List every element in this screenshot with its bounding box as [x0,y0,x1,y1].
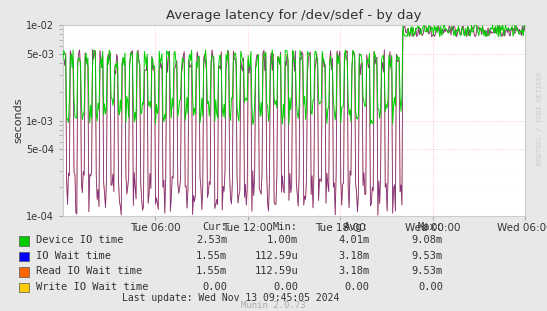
Y-axis label: seconds: seconds [13,98,23,143]
Text: 9.53m: 9.53m [412,266,443,276]
Text: Avg:: Avg: [344,222,369,232]
Text: IO Wait time: IO Wait time [36,251,110,261]
Text: Device IO time: Device IO time [36,235,123,245]
Text: Munin 2.0.73: Munin 2.0.73 [241,301,306,310]
Text: 0.00: 0.00 [202,282,227,292]
Text: 112.59u: 112.59u [254,251,298,261]
Text: 0.00: 0.00 [344,282,369,292]
Title: Average latency for /dev/sdef - by day: Average latency for /dev/sdef - by day [166,9,422,22]
Text: 3.18m: 3.18m [338,251,369,261]
Text: 1.00m: 1.00m [267,235,298,245]
Text: Min:: Min: [273,222,298,232]
Text: Cur:: Cur: [202,222,227,232]
Text: 0.00: 0.00 [273,282,298,292]
Text: 9.08m: 9.08m [412,235,443,245]
Text: 112.59u: 112.59u [254,266,298,276]
Text: Write IO Wait time: Write IO Wait time [36,282,148,292]
Text: 3.18m: 3.18m [338,266,369,276]
Text: 1.55m: 1.55m [196,266,227,276]
Text: 4.01m: 4.01m [338,235,369,245]
Text: 9.53m: 9.53m [412,251,443,261]
Text: Max:: Max: [418,222,443,232]
Text: Last update: Wed Nov 13 09:45:05 2024: Last update: Wed Nov 13 09:45:05 2024 [122,293,339,303]
Text: RRDTOOL / TOBI OETIKER: RRDTOOL / TOBI OETIKER [537,72,543,165]
Text: 2.53m: 2.53m [196,235,227,245]
Text: 0.00: 0.00 [418,282,443,292]
Text: 1.55m: 1.55m [196,251,227,261]
Text: Read IO Wait time: Read IO Wait time [36,266,142,276]
